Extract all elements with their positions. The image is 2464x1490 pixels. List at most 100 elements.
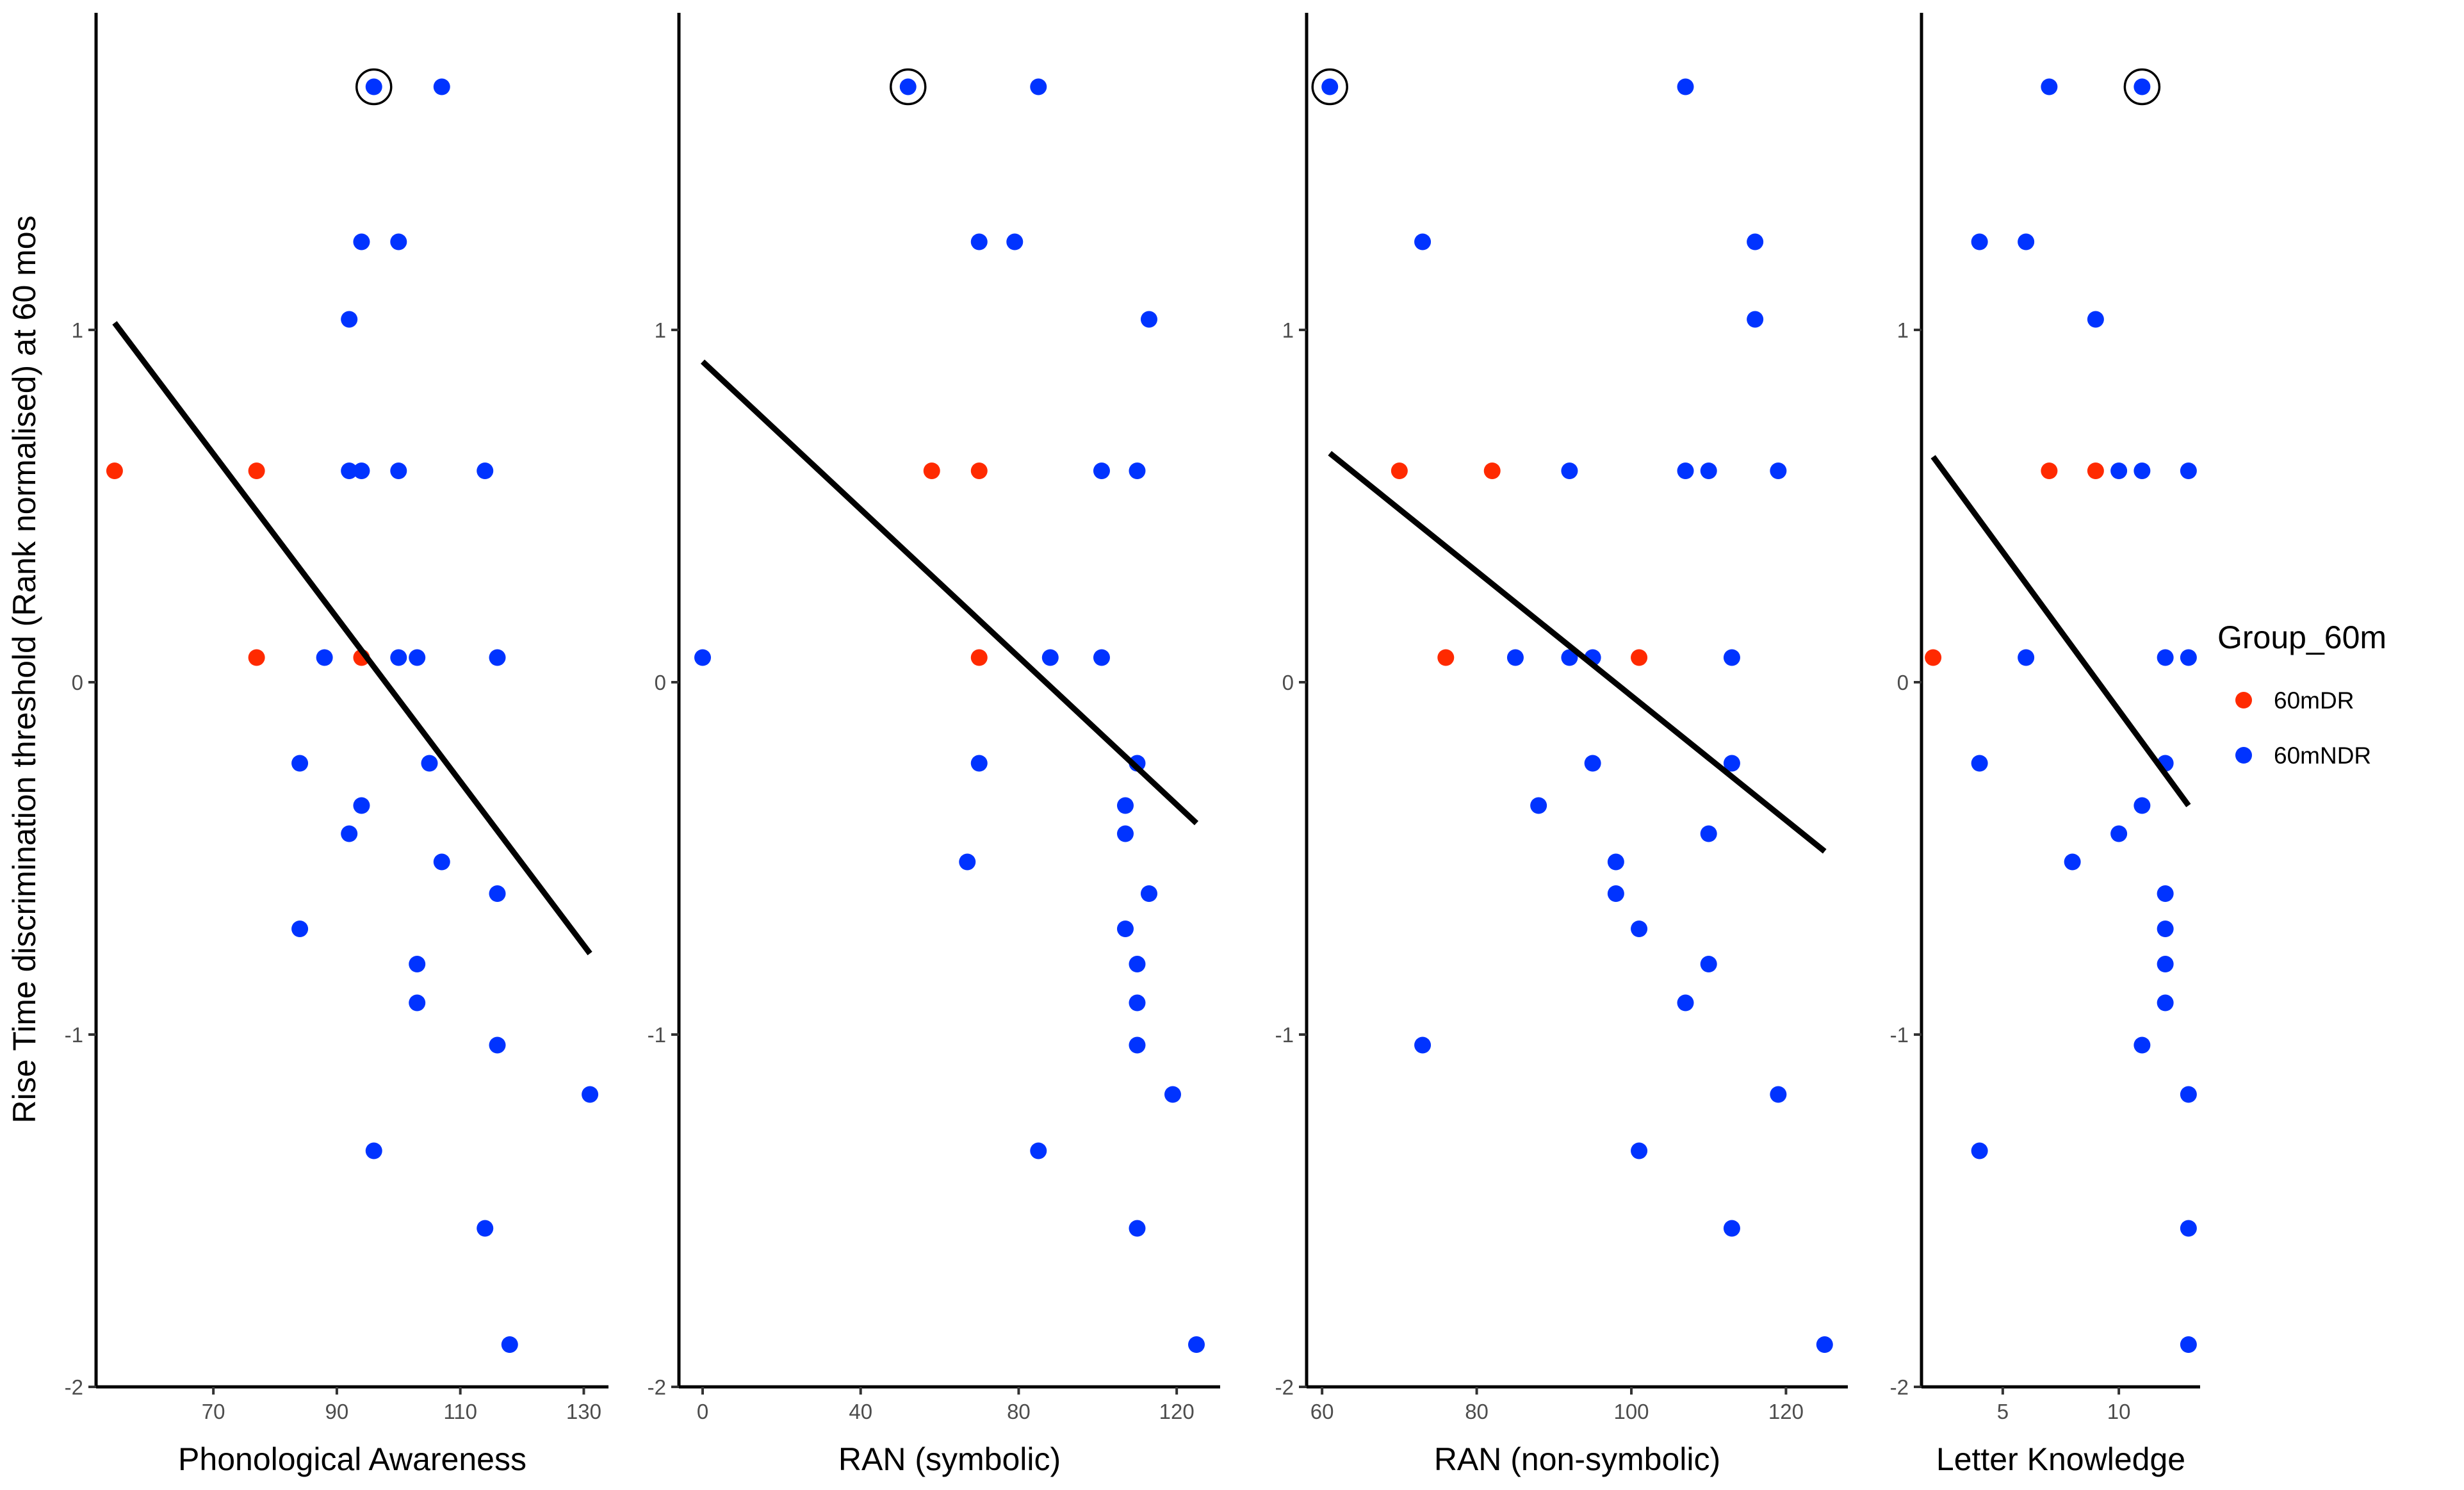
data-point [2064,853,2081,871]
panel-1: -2 -1 0 1 70 90 110 130 Phonological Awareness [65,13,608,1477]
data-point [1700,825,1717,842]
data-point [1116,797,1134,814]
data-point [2180,463,2197,479]
data-point [248,649,265,666]
data-point [2041,463,2058,479]
data-point [390,463,407,479]
data-point [353,233,370,250]
y-tick-label: 0 [1282,671,1294,694]
data-point [390,649,407,666]
data-point [291,921,309,937]
data-point [1770,1086,1787,1103]
y-tick-label: -2 [648,1375,666,1399]
data-point [2180,1086,2197,1103]
data-point [2018,233,2035,250]
panel-2: -2 -1 0 1 0 40 80 120 RAN (symbolic) [648,13,1220,1477]
x-tick-label: 120 [1159,1400,1195,1423]
data-point [1321,78,1339,95]
data-point [2180,1220,2197,1237]
x-tick-label: 110 [443,1400,477,1423]
data-point [959,853,976,871]
x-axis-title: Phonological Awareness [178,1441,526,1477]
data-point [1129,956,1146,972]
data-point [2134,797,2151,814]
data-point [1770,463,1787,479]
data-point [353,463,370,479]
data-point [341,463,358,479]
data-point [2110,825,2128,842]
data-point [365,78,382,95]
data-point [1584,755,1601,772]
data-point [1561,649,1578,666]
data-point [409,649,426,666]
data-point [2134,78,2151,95]
data-point [106,463,123,479]
data-point [1093,649,1110,666]
data-point [1723,649,1740,666]
data-point [970,755,988,772]
data-point [433,78,450,95]
data-point [2087,311,2104,328]
x-axis-title: Letter Knowledge [1936,1441,2185,1477]
legend-label-dr: 60mDR [2274,687,2354,714]
data-point [899,78,917,95]
data-point [2157,885,2174,902]
data-point [1677,463,1694,479]
x-tick-label: 40 [849,1400,872,1423]
data-point [2157,649,2174,666]
highlight-ring [1311,68,1348,106]
legend-swatch-dr [2235,692,2252,708]
data-point [1747,311,1764,328]
y-tick-label: 0 [1897,671,1909,694]
data-point [341,825,358,842]
y-tick-label: 1 [72,318,83,342]
data-point [2041,78,2058,95]
data-point [1971,755,1988,772]
x-axis-title: RAN (symbolic) [838,1441,1061,1477]
y-tick-label: 1 [1282,318,1294,342]
data-point [1925,649,1942,666]
x-tick-label: 80 [1007,1400,1031,1423]
y-axis-title: Rise Time discrimination threshold (Rank… [6,215,42,1123]
data-point [1677,994,1694,1011]
data-point [1700,463,1717,479]
regression-line [1930,455,2191,808]
data-point [1129,1220,1146,1237]
data-point [970,233,988,250]
data-point [970,463,988,479]
data-point [923,463,940,479]
legend-label-ndr: 60mNDR [2274,742,2371,769]
data-point [501,1336,518,1353]
data-point [1631,921,1648,937]
data-point [1030,1142,1047,1159]
regression-line [1328,450,1827,854]
data-point [1116,921,1134,937]
data-point [1506,649,1524,666]
data-point [477,463,494,479]
data-point [1129,463,1146,479]
data-point [1631,649,1648,666]
data-point [1816,1336,1833,1353]
y-tick-label: 0 [72,671,83,694]
data-point [489,1036,506,1054]
data-point [409,956,426,972]
y-tick-label: -2 [1890,1375,1909,1399]
y-tick-label: -1 [648,1023,666,1047]
data-point [1093,463,1110,479]
data-point [2134,1036,2151,1054]
x-tick-label: 130 [566,1400,601,1423]
data-point [1971,233,1988,250]
data-point [2110,463,2128,479]
data-point [365,1142,382,1159]
data-point [2157,921,2174,937]
x-tick-label: 120 [1768,1400,1804,1423]
data-point [1483,463,1501,479]
y-tick-label: -2 [1275,1375,1294,1399]
data-point [1041,649,1059,666]
data-point [1607,853,1624,871]
regression-line [112,321,592,956]
data-point [421,755,438,772]
